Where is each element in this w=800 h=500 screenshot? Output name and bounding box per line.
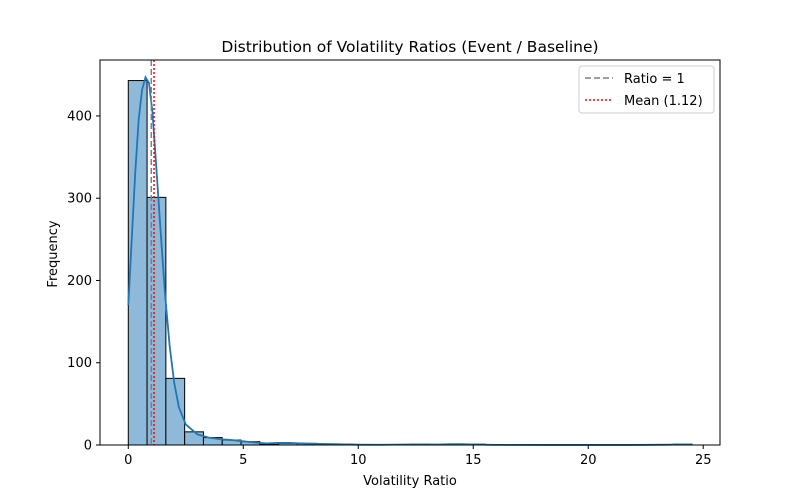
kde-curve bbox=[127, 75, 692, 446]
y-axis-label: Frequency bbox=[46, 220, 61, 287]
reference-lines-layer bbox=[150, 60, 155, 445]
y-tick-label: 100 bbox=[67, 356, 92, 371]
y-tick-label: 0 bbox=[84, 439, 92, 454]
y-axis-ticks: 0 100 200 300 400 bbox=[67, 109, 100, 454]
y-tick-label: 200 bbox=[67, 274, 92, 289]
x-tick-label: 25 bbox=[695, 453, 712, 468]
x-tick-label: 10 bbox=[350, 453, 367, 468]
x-axis-ticks: 0 5 10 15 20 25 bbox=[124, 445, 711, 468]
legend-label-ratio: Ratio = 1 bbox=[624, 72, 685, 87]
x-tick-label: 5 bbox=[239, 453, 247, 468]
chart-title: Distribution of Volatility Ratios (Event… bbox=[221, 38, 598, 56]
bars-layer bbox=[127, 80, 693, 446]
y-tick-label: 400 bbox=[67, 109, 92, 124]
kde-layer bbox=[127, 75, 692, 446]
histogram-bar-3 bbox=[184, 431, 204, 446]
histogram-bar-1 bbox=[146, 196, 167, 446]
plot-frame bbox=[99, 59, 721, 446]
x-tick-label: 15 bbox=[465, 453, 482, 468]
legend: Ratio = 1 Mean (1.12) bbox=[578, 65, 715, 114]
legend-label-mean: Mean (1.12) bbox=[624, 94, 703, 109]
x-axis-label: Volatility Ratio bbox=[363, 474, 457, 489]
x-tick-label: 0 bbox=[124, 453, 132, 468]
x-tick-label: 20 bbox=[580, 453, 597, 468]
y-tick-label: 300 bbox=[67, 192, 92, 207]
